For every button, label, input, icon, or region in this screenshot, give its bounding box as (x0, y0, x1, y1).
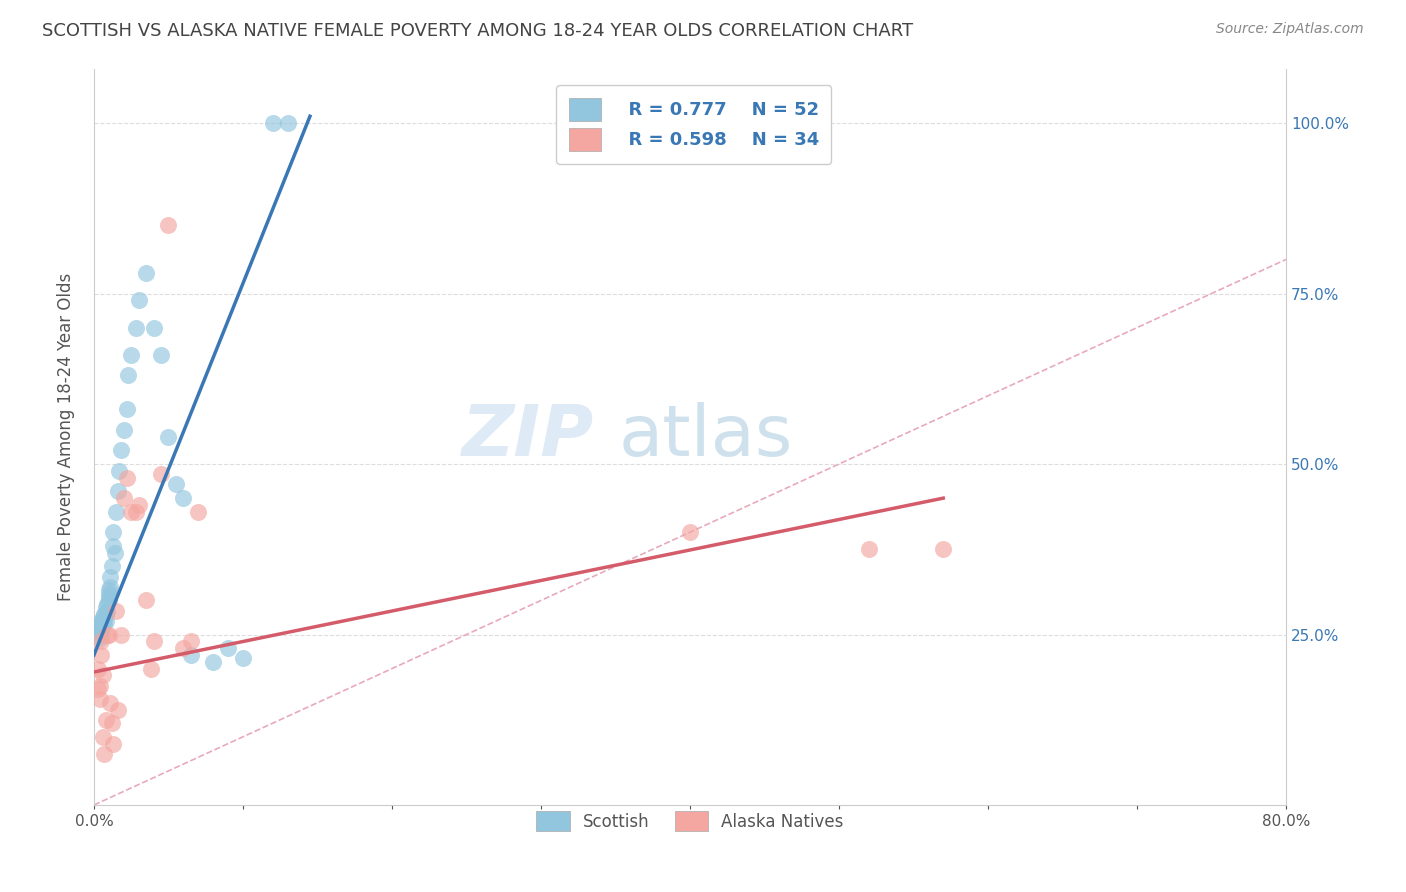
Text: SCOTTISH VS ALASKA NATIVE FEMALE POVERTY AMONG 18-24 YEAR OLDS CORRELATION CHART: SCOTTISH VS ALASKA NATIVE FEMALE POVERTY… (42, 22, 914, 40)
Point (115, 471, 138, 485)
Point (149, 348, 172, 362)
Point (91, 730, 114, 744)
Point (90, 619, 112, 633)
Point (101, 716, 124, 731)
Point (107, 484, 129, 499)
Point (98, 580, 121, 594)
Point (149, 467, 172, 482)
Point (91, 610, 114, 624)
Point (90, 622, 112, 636)
Point (135, 266, 157, 280)
Point (87, 624, 110, 639)
Point (91, 668, 114, 682)
Point (98, 569, 121, 583)
Point (103, 737, 125, 751)
Point (90, 614, 112, 628)
Point (142, 634, 165, 648)
Point (91, 613, 114, 627)
Point (96, 604, 118, 618)
Point (97, 586, 120, 600)
Point (97, 627, 120, 641)
Point (94, 608, 117, 623)
Point (157, 430, 180, 444)
Point (94, 614, 117, 628)
Point (110, 627, 132, 641)
Point (90, 634, 112, 648)
Point (277, 116, 299, 130)
Point (101, 559, 124, 574)
Point (124, 320, 146, 334)
Point (87, 682, 110, 697)
Point (112, 423, 135, 437)
Point (112, 491, 135, 505)
Point (90, 625, 112, 640)
Point (103, 525, 125, 540)
Text: ZIP: ZIP (463, 402, 595, 471)
Point (97, 590, 120, 604)
Point (187, 505, 209, 519)
Point (117, 368, 139, 383)
Point (932, 542, 955, 557)
Point (124, 505, 146, 519)
Point (89, 631, 111, 645)
Point (858, 542, 880, 557)
Point (89, 692, 111, 706)
Point (89, 679, 111, 693)
Legend: Scottish, Alaska Natives: Scottish, Alaska Natives (523, 797, 856, 845)
Y-axis label: Female Poverty Among 18-24 Year Olds: Female Poverty Among 18-24 Year Olds (58, 273, 75, 601)
Point (110, 443, 132, 458)
Point (107, 702, 129, 716)
Point (139, 662, 162, 676)
Point (94, 606, 117, 620)
Point (93, 617, 115, 632)
Point (202, 655, 225, 669)
Point (115, 402, 138, 417)
Point (87, 621, 110, 635)
Point (87, 662, 110, 676)
Point (165, 477, 187, 491)
Point (94, 600, 117, 615)
Point (157, 219, 180, 233)
Point (180, 648, 202, 662)
Point (142, 320, 165, 334)
Point (98, 696, 121, 710)
Point (93, 747, 115, 761)
Point (97, 593, 120, 607)
Text: atlas: atlas (619, 402, 793, 471)
Point (89, 617, 111, 632)
Point (120, 505, 142, 519)
Point (93, 607, 115, 621)
Point (232, 651, 254, 665)
Point (90, 648, 112, 662)
Point (96, 597, 118, 611)
Point (108, 464, 131, 478)
Point (679, 525, 702, 540)
Point (96, 627, 118, 641)
Point (91, 615, 114, 630)
Point (105, 604, 128, 618)
Point (172, 491, 194, 505)
Point (105, 505, 128, 519)
Point (172, 641, 194, 656)
Point (120, 348, 142, 362)
Point (97, 583, 120, 598)
Text: Source: ZipAtlas.com: Source: ZipAtlas.com (1216, 22, 1364, 37)
Point (103, 539, 125, 553)
Point (89, 627, 111, 641)
Point (217, 641, 239, 656)
Point (135, 593, 157, 607)
Point (104, 546, 127, 560)
Point (128, 498, 150, 512)
Point (128, 293, 150, 308)
Point (180, 634, 202, 648)
Point (94, 713, 117, 727)
Point (262, 116, 284, 130)
